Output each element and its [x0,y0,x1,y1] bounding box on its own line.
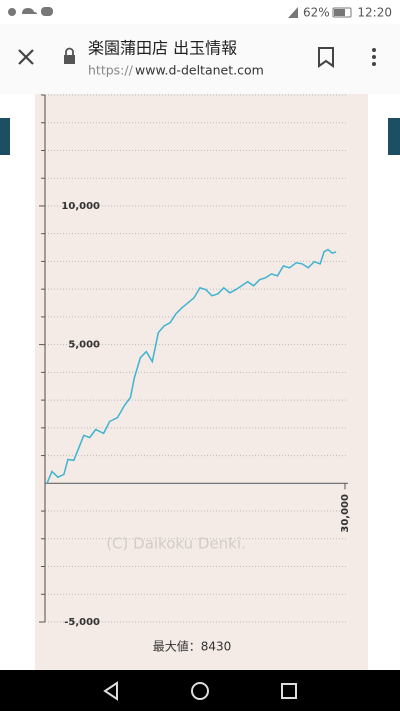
recents-button[interactable] [281,683,297,699]
clock: 12:20 [357,6,392,20]
home-button[interactable] [191,682,209,700]
status-icons [8,7,352,18]
menu-button[interactable] [372,48,376,66]
url-host: www.d-deltanet.com [135,63,264,78]
side-bar-right [388,118,400,155]
y-tick-label: 10,000 [61,201,100,212]
watermark: (C) Daikoku Denki. [106,535,246,553]
bookmark-button[interactable] [318,47,334,68]
max-label: 最大値：8430 [153,639,232,654]
url-scheme: https:// [88,63,134,78]
page-title: 楽園蒲田店 出玉情報 [88,39,237,58]
chart-panel [35,94,368,670]
x-tick-label: 30,000 [340,494,351,533]
y-tick-label: -5,000 [64,617,100,628]
chart: 10,000 5,000 -5,000 30,000 (C) Daikoku Denki… [39,94,351,654]
lock-icon [64,47,75,64]
nav-bar [0,670,400,711]
data-line [46,248,337,484]
y-tick-label: 5,000 [68,340,100,351]
battery-percent: 62% [303,6,330,20]
toolbar [0,24,400,94]
side-bar-left [0,118,10,155]
back-button[interactable] [103,681,118,701]
close-button[interactable] [18,49,34,65]
